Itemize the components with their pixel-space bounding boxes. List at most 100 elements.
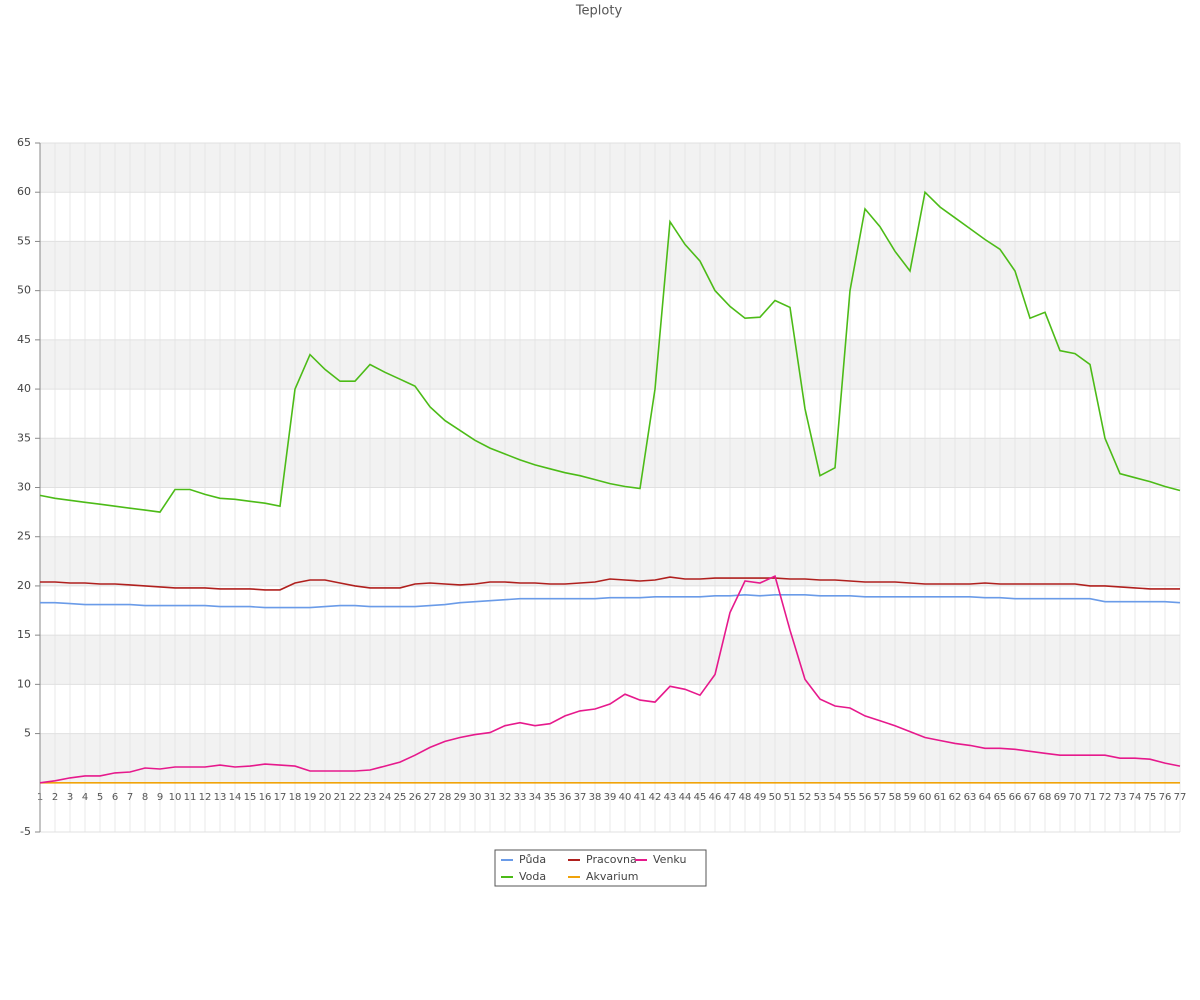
x-tick-label: 2: [52, 792, 58, 803]
y-tick-label: 25: [17, 530, 31, 543]
series-line: [39, 190, 1181, 513]
x-tick-label: 77: [1174, 792, 1187, 803]
x-tick-label: 27: [424, 792, 437, 803]
x-tick-label: 45: [694, 792, 707, 803]
x-tick-label: 32: [499, 792, 512, 803]
series-line: [39, 574, 1181, 784]
x-tick-label: 4: [82, 792, 88, 803]
x-tick-label: 50: [769, 792, 782, 803]
x-tick-label: 63: [964, 792, 977, 803]
x-tick-label: 43: [664, 792, 677, 803]
x-tick-label: 15: [244, 792, 257, 803]
x-tick-label: 75: [1144, 792, 1157, 803]
x-tick-label: 57: [874, 792, 887, 803]
x-tick-label: 73: [1114, 792, 1127, 803]
x-tick-label: 39: [604, 792, 617, 803]
y-tick-label: 35: [17, 431, 31, 444]
x-tick-label: 17: [274, 792, 287, 803]
x-tick-label: 38: [589, 792, 602, 803]
x-tick-label: 65: [994, 792, 1007, 803]
x-tick-label: 5: [97, 792, 103, 803]
x-tick-label: 3: [67, 792, 73, 803]
legend-label: Venku: [653, 853, 686, 866]
x-tick-label: 29: [454, 792, 467, 803]
x-tick-label: 30: [469, 792, 482, 803]
x-tick-label: 46: [709, 792, 722, 803]
x-tick-label: 7: [127, 792, 133, 803]
x-tick-label: 41: [634, 792, 647, 803]
x-tick-label: 66: [1009, 792, 1022, 803]
y-tick-label: 50: [17, 284, 31, 297]
x-tick-label: 36: [559, 792, 572, 803]
x-tick-label: 49: [754, 792, 767, 803]
x-tick-label: 8: [142, 792, 148, 803]
y-tick-label: 60: [17, 185, 31, 198]
x-tick-label: 76: [1159, 792, 1172, 803]
x-tick-label: 72: [1099, 792, 1112, 803]
x-tick-label: 10: [169, 792, 182, 803]
x-tick-label: 24: [379, 792, 392, 803]
x-tick-label: 59: [904, 792, 917, 803]
y-tick-label: 20: [17, 579, 31, 592]
x-tick-label: 68: [1039, 792, 1052, 803]
x-tick-label: 6: [112, 792, 118, 803]
legend-label: Půda: [519, 853, 546, 866]
series-line: [40, 576, 1180, 591]
x-tick-label: 67: [1024, 792, 1037, 803]
x-tick-label: 26: [409, 792, 422, 803]
y-tick-label: 55: [17, 234, 31, 247]
x-tick-label: 16: [259, 792, 272, 803]
x-tick-label: 64: [979, 792, 992, 803]
x-tick-label: 19: [304, 792, 317, 803]
x-tick-label: 55: [844, 792, 857, 803]
chart-title: Teploty: [575, 4, 623, 19]
y-tick-label: 40: [17, 382, 31, 395]
x-tick-label: 60: [919, 792, 932, 803]
x-tick-label: 71: [1084, 792, 1097, 803]
x-tick-label: 18: [289, 792, 302, 803]
x-tick-label: 31: [484, 792, 497, 803]
series-line: [40, 593, 1181, 609]
y-tick-label: -5: [20, 825, 31, 838]
x-tick-label: 48: [739, 792, 752, 803]
x-tick-label: 33: [514, 792, 527, 803]
x-tick-label: 52: [799, 792, 812, 803]
x-tick-label: 40: [619, 792, 632, 803]
x-tick-label: 53: [814, 792, 827, 803]
x-tick-label: 37: [574, 792, 587, 803]
x-tick-label: 42: [649, 792, 662, 803]
x-tick-label: 9: [157, 792, 163, 803]
y-tick-label: 45: [17, 333, 31, 346]
x-tick-label: 62: [949, 792, 962, 803]
x-tick-label: 74: [1129, 792, 1142, 803]
x-tick-label: 25: [394, 792, 407, 803]
legend-box: [494, 849, 707, 887]
legend-label: Pracovna: [586, 853, 637, 866]
x-tick-label: 69: [1054, 792, 1067, 803]
y-tick-label: 10: [17, 677, 31, 690]
y-tick-label: 15: [17, 628, 31, 641]
x-tick-label: 34: [529, 792, 542, 803]
legend-label: Akvarium: [586, 870, 638, 883]
x-tick-label: 58: [889, 792, 902, 803]
y-tick-label: 30: [17, 481, 31, 494]
y-tick-label: 65: [17, 136, 31, 149]
x-tick-label: 12: [199, 792, 212, 803]
y-tick-label: 5: [24, 727, 31, 740]
x-tick-label: 70: [1069, 792, 1082, 803]
x-tick-label: 23: [364, 792, 377, 803]
x-tick-label: 56: [859, 792, 872, 803]
x-tick-label: 51: [784, 792, 797, 803]
x-tick-label: 22: [349, 792, 362, 803]
x-tick-label: 61: [934, 792, 947, 803]
x-tick-label: 14: [229, 792, 242, 803]
legend-label: Voda: [519, 870, 546, 883]
x-tick-label: 21: [334, 792, 347, 803]
x-tick-label: 13: [214, 792, 227, 803]
x-tick-label: 54: [829, 792, 842, 803]
x-tick-label: 35: [544, 792, 557, 803]
x-tick-label: 11: [184, 792, 197, 803]
x-tick-label: 20: [319, 792, 332, 803]
